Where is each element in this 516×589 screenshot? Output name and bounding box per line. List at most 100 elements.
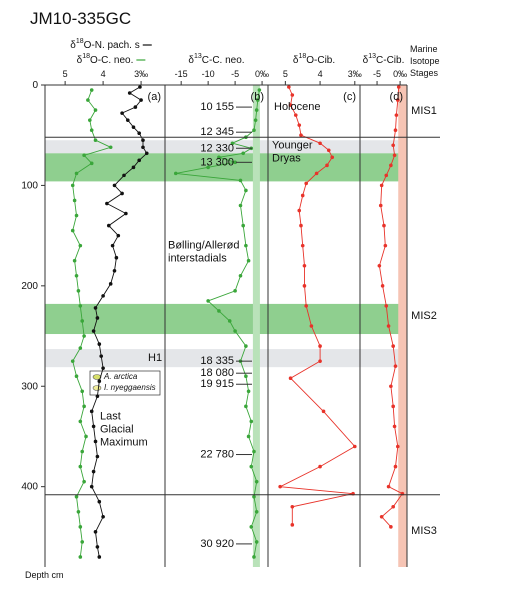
data-point xyxy=(389,384,393,389)
data-point xyxy=(379,183,384,188)
panel-letter: (a) xyxy=(148,91,161,103)
series-label: δ13C-Cib. xyxy=(363,53,405,65)
data-point xyxy=(249,464,254,469)
data-point xyxy=(244,404,248,409)
data-point xyxy=(384,304,389,308)
data-point xyxy=(318,344,322,348)
data-point xyxy=(131,165,136,170)
data-point xyxy=(74,273,79,278)
data-point xyxy=(78,346,83,350)
data-point xyxy=(227,319,232,323)
data-point xyxy=(255,98,260,102)
data-point xyxy=(252,128,256,132)
data-point xyxy=(395,444,400,449)
y-tick-label: 0 xyxy=(32,80,38,91)
panel-letter: (c) xyxy=(343,91,356,103)
data-point xyxy=(78,304,83,308)
data-point xyxy=(288,376,293,381)
data-point xyxy=(254,540,259,544)
data-point xyxy=(252,449,256,454)
figure-title: JM10-335GC xyxy=(30,9,131,28)
data-point xyxy=(89,161,94,166)
series-line xyxy=(175,89,260,558)
data-point xyxy=(80,319,85,323)
annotation: Glacial xyxy=(100,423,134,435)
data-point xyxy=(386,484,391,489)
annotation: interstadials xyxy=(168,253,227,265)
data-point xyxy=(86,98,90,102)
data-point xyxy=(89,484,94,489)
data-point xyxy=(392,424,397,429)
data-point xyxy=(233,289,237,293)
data-point xyxy=(318,141,322,146)
data-point xyxy=(89,409,94,414)
data-point xyxy=(78,464,83,469)
data-point xyxy=(105,201,109,206)
data-point xyxy=(302,284,307,288)
data-point xyxy=(122,173,126,178)
data-point xyxy=(78,243,83,248)
bands xyxy=(45,85,407,567)
x-tick-label: 0‰ xyxy=(255,69,269,79)
horizontal-band xyxy=(45,349,407,368)
y-tick-label: 100 xyxy=(21,180,38,191)
data-point xyxy=(76,289,81,293)
data-point xyxy=(78,419,83,424)
data-point xyxy=(233,329,237,333)
x-tick-label: 4 xyxy=(318,69,323,79)
data-point xyxy=(141,138,145,143)
data-point xyxy=(393,364,398,368)
data-point xyxy=(97,499,102,504)
data-point xyxy=(393,128,398,132)
data-point xyxy=(394,113,399,117)
data-point xyxy=(290,504,295,509)
horizontal-band xyxy=(45,303,407,335)
data-point xyxy=(112,268,117,273)
data-point xyxy=(377,263,382,268)
series-label: δ18O-C. neo. xyxy=(77,53,134,65)
data-point xyxy=(287,85,291,89)
data-point xyxy=(253,118,258,122)
age-label: 30 920 xyxy=(200,538,234,550)
data-point xyxy=(246,258,251,263)
data-point xyxy=(392,153,397,158)
data-point xyxy=(95,394,100,399)
age-label: 19 915 xyxy=(200,378,234,390)
data-point xyxy=(238,178,243,183)
data-point xyxy=(93,439,98,444)
data-point xyxy=(249,419,254,424)
annotation: Last xyxy=(100,410,121,422)
data-point xyxy=(82,153,86,158)
annotation: Bølling/Allerød xyxy=(168,240,240,252)
data-point xyxy=(74,494,79,499)
data-point xyxy=(91,329,96,333)
data-point xyxy=(254,479,259,484)
data-point xyxy=(99,354,104,358)
age-label: 22 780 xyxy=(200,448,234,460)
data-point xyxy=(300,193,305,198)
data-point xyxy=(125,118,130,122)
stage-label: MIS2 xyxy=(411,310,437,322)
x-tick-label: -10 xyxy=(202,69,215,79)
data-point xyxy=(299,133,303,138)
data-point xyxy=(74,374,79,379)
data-point xyxy=(89,128,94,132)
data-point xyxy=(252,494,256,499)
data-point xyxy=(391,143,395,148)
data-point xyxy=(241,151,245,156)
data-point xyxy=(120,191,124,196)
data-point xyxy=(70,228,75,233)
x-tick-label: 4 xyxy=(101,69,106,79)
data-point xyxy=(112,183,117,188)
data-point xyxy=(127,91,132,95)
data-point xyxy=(321,409,326,414)
data-point xyxy=(309,324,314,328)
data-point xyxy=(254,509,259,514)
annotation: Younger xyxy=(272,139,313,151)
data-point xyxy=(396,85,401,89)
data-point xyxy=(82,334,86,338)
data-point xyxy=(297,123,302,127)
data-point xyxy=(290,523,295,527)
data-point xyxy=(139,98,143,102)
